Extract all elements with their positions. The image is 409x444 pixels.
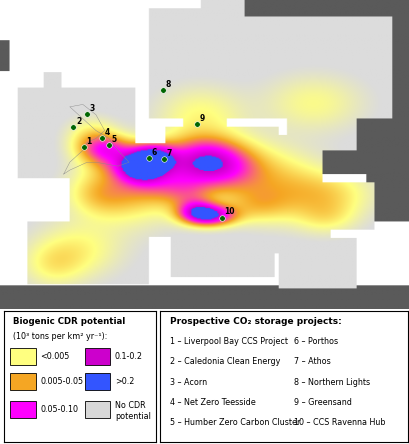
Text: 9: 9 <box>199 114 204 123</box>
FancyBboxPatch shape <box>10 400 36 417</box>
Text: 0.05-0.10: 0.05-0.10 <box>40 404 78 413</box>
Text: <0.005: <0.005 <box>40 352 70 361</box>
Text: 3: 3 <box>90 104 95 113</box>
Text: 5: 5 <box>111 135 117 143</box>
Text: Prospective CO₂ storage projects:: Prospective CO₂ storage projects: <box>169 317 341 326</box>
Text: Biogenic CDR potential: Biogenic CDR potential <box>13 317 125 326</box>
Text: 8: 8 <box>165 80 171 89</box>
Text: 0.005-0.05: 0.005-0.05 <box>40 377 83 386</box>
Text: >0.2: >0.2 <box>115 377 134 386</box>
FancyBboxPatch shape <box>84 348 110 365</box>
Text: 10 – CCS Ravenna Hub: 10 – CCS Ravenna Hub <box>293 418 384 427</box>
Text: (10³ tons per km² yr⁻¹):: (10³ tons per km² yr⁻¹): <box>13 332 107 341</box>
Text: 0.1-0.2: 0.1-0.2 <box>115 352 142 361</box>
Text: 9 – Greensand: 9 – Greensand <box>293 398 351 407</box>
FancyBboxPatch shape <box>10 348 36 365</box>
Text: 7 – Athos: 7 – Athos <box>293 357 330 366</box>
FancyBboxPatch shape <box>84 373 110 390</box>
Text: 2: 2 <box>76 117 81 126</box>
Text: 1: 1 <box>86 137 91 146</box>
Text: 3 – Acorn: 3 – Acorn <box>169 377 207 387</box>
Text: 2 – Caledonia Clean Energy: 2 – Caledonia Clean Energy <box>169 357 279 366</box>
Text: 8 – Northern Lights: 8 – Northern Lights <box>293 377 369 387</box>
Text: 10: 10 <box>224 207 234 216</box>
Text: No CDR
potential: No CDR potential <box>115 401 151 420</box>
Text: 5 – Humber Zero Carbon Cluster: 5 – Humber Zero Carbon Cluster <box>169 418 299 427</box>
Text: 6: 6 <box>151 148 157 157</box>
FancyBboxPatch shape <box>10 373 36 390</box>
Text: 4 – Net Zero Teesside: 4 – Net Zero Teesside <box>169 398 255 407</box>
Text: 6 – Porthos: 6 – Porthos <box>293 337 337 346</box>
Text: 1 – Liverpool Bay CCS Project: 1 – Liverpool Bay CCS Project <box>169 337 287 346</box>
Text: 4: 4 <box>104 127 110 136</box>
FancyBboxPatch shape <box>84 400 110 417</box>
Text: 7: 7 <box>166 149 171 158</box>
